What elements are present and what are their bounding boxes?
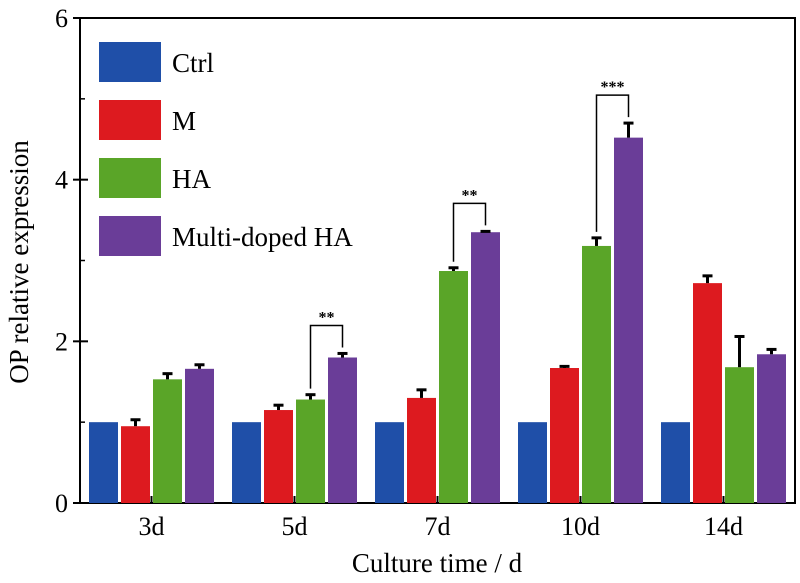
bar (725, 367, 754, 503)
bar (375, 422, 404, 503)
legend-label: Ctrl (172, 48, 214, 78)
bar (407, 397, 436, 503)
bar (439, 271, 468, 503)
bar (296, 399, 325, 503)
x-tick-label: 14d (704, 512, 743, 541)
bar (89, 422, 118, 503)
legend-swatch (99, 216, 161, 256)
bar (121, 426, 150, 503)
bar (471, 232, 500, 504)
legend-swatch (99, 158, 161, 198)
legend-swatch (99, 42, 161, 82)
bar (185, 368, 214, 503)
y-axis-title: OP relative expression (4, 140, 34, 384)
bar (757, 354, 786, 503)
significance-markers: ******* (309, 79, 630, 389)
significance-label: *** (601, 79, 625, 96)
legend-label: M (172, 106, 196, 136)
significance-bracket (452, 202, 487, 262)
significance-bracket (595, 94, 630, 232)
bar (232, 422, 261, 503)
bar (264, 410, 293, 503)
y-tick-label: 6 (55, 4, 68, 33)
legend-label: HA (172, 164, 211, 194)
legend: Ctrl M HA Multi-doped HA (99, 42, 353, 256)
bar (661, 422, 690, 503)
bar (550, 368, 579, 503)
axes: 0 2 4 6 3d 5d 7d 10d 14d (55, 4, 743, 541)
x-axis-title: Culture time / d (352, 548, 523, 578)
legend-swatch (99, 100, 161, 140)
x-tick-label: 3d (139, 512, 165, 541)
bar (582, 245, 611, 503)
y-tick-label: 4 (55, 166, 68, 195)
bar (518, 422, 547, 503)
bar (153, 379, 182, 503)
bars (89, 121, 786, 504)
y-tick-label: 0 (55, 489, 68, 518)
significance-label: ** (319, 309, 335, 326)
significance-bracket (309, 324, 344, 389)
significance-label: ** (462, 187, 478, 204)
x-tick-label: 10d (561, 512, 600, 541)
legend-label: Multi-doped HA (172, 222, 353, 252)
bar (693, 283, 722, 503)
bar (614, 137, 643, 503)
x-tick-label: 7d (425, 512, 451, 541)
bar (328, 357, 357, 503)
x-tick-label: 5d (282, 512, 308, 541)
y-tick-label: 2 (55, 327, 68, 356)
